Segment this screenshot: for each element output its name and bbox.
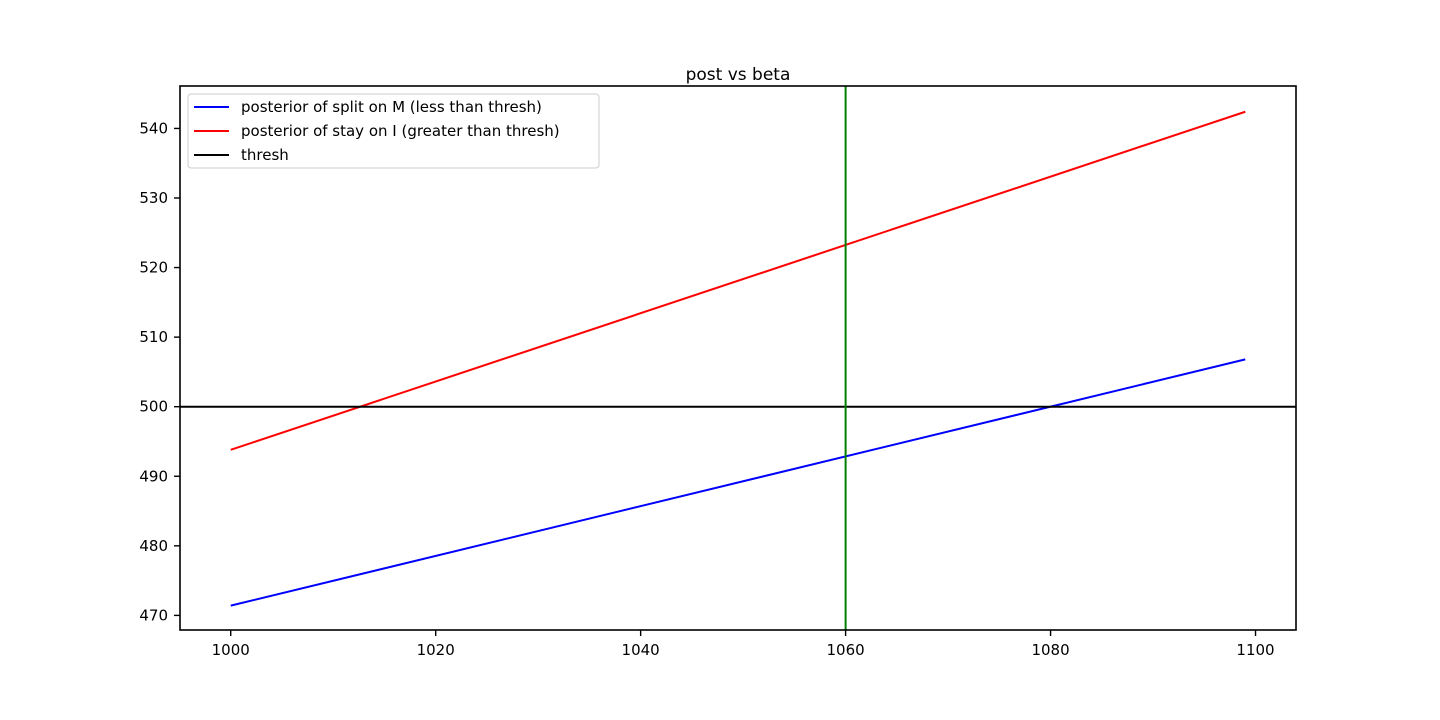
legend-label: thresh xyxy=(241,146,289,164)
legend-label: posterior of split on M (less than thres… xyxy=(241,98,542,116)
y-tick-label: 530 xyxy=(139,189,168,207)
y-tick-label: 500 xyxy=(139,398,168,416)
legend: posterior of split on M (less than thres… xyxy=(188,94,599,168)
x-tick-label: 1000 xyxy=(212,641,250,659)
x-tick-label: 1020 xyxy=(417,641,455,659)
y-tick-label: 520 xyxy=(139,259,168,277)
y-tick-label: 490 xyxy=(139,467,168,485)
y-tick-label: 540 xyxy=(139,119,168,137)
x-tick-label: 1100 xyxy=(1236,641,1274,659)
y-tick-label: 470 xyxy=(139,606,168,624)
legend-label: posterior of stay on I (greater than thr… xyxy=(241,122,560,140)
y-tick-label: 510 xyxy=(139,328,168,346)
x-tick-label: 1060 xyxy=(827,641,865,659)
y-tick-label: 480 xyxy=(139,537,168,555)
chart-title: post vs beta xyxy=(686,65,791,85)
x-tick-label: 1040 xyxy=(622,641,660,659)
x-tick-label: 1080 xyxy=(1031,641,1069,659)
